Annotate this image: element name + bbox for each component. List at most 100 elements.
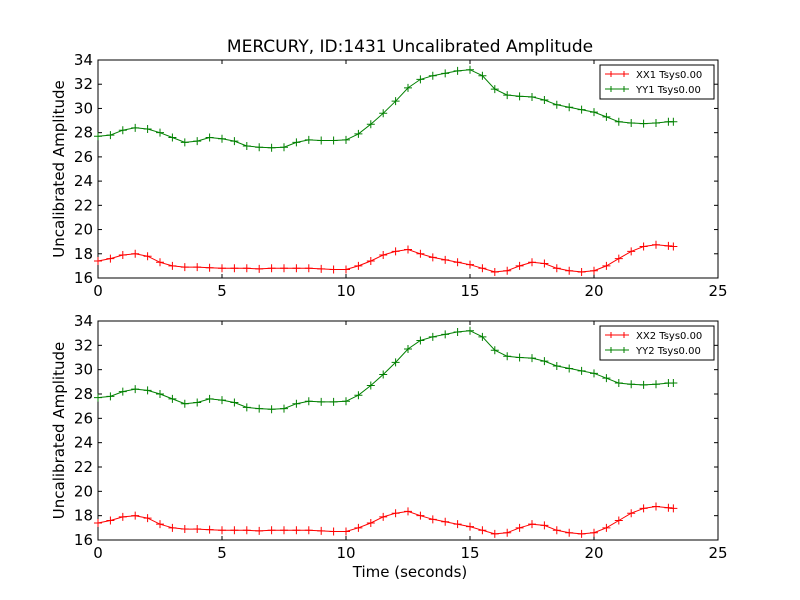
data-point — [639, 504, 648, 513]
data-point — [528, 354, 536, 363]
data-point — [156, 390, 164, 398]
data-point — [669, 242, 678, 251]
data-point — [118, 387, 127, 396]
data-point — [156, 520, 164, 529]
data-point — [106, 516, 115, 525]
data-point — [193, 137, 202, 146]
data-point — [280, 404, 288, 413]
data-point — [118, 250, 127, 259]
data-point — [304, 397, 313, 406]
y-tick-label: 16 — [74, 269, 93, 287]
data-point — [441, 69, 450, 78]
data-point — [540, 95, 549, 104]
data-point — [205, 133, 214, 142]
data-point — [453, 258, 462, 267]
data-point — [280, 526, 288, 535]
x-tick-label: 5 — [217, 282, 227, 300]
data-point — [193, 398, 202, 407]
legend-marker — [608, 71, 627, 77]
data-point — [193, 263, 202, 272]
data-point — [565, 528, 574, 537]
y-tick-label: 32 — [74, 336, 93, 354]
data-point — [156, 258, 164, 267]
data-point — [490, 85, 499, 94]
data-point — [218, 134, 226, 143]
y-tick-label: 30 — [74, 99, 93, 117]
data-point — [180, 263, 189, 272]
data-point — [342, 265, 350, 274]
data-point — [552, 362, 561, 371]
data-point — [94, 518, 102, 527]
data-point — [94, 393, 102, 402]
x-tick-label: 15 — [460, 544, 479, 562]
data-point — [379, 109, 388, 118]
data-point — [503, 266, 512, 275]
data-point — [168, 133, 177, 142]
data-point — [143, 125, 152, 134]
data-point — [304, 264, 313, 273]
data-point — [329, 527, 338, 536]
data-point — [590, 528, 598, 537]
data-point — [143, 514, 152, 523]
data-point — [416, 249, 425, 258]
data-point — [565, 364, 574, 373]
data-point — [143, 252, 152, 261]
y-tick-label: 18 — [74, 245, 93, 263]
data-point — [366, 518, 375, 527]
legend-label: YY1 Tsys0.00 — [635, 85, 701, 96]
data-point — [528, 258, 536, 267]
legend: XX2 Tsys0.00 YY2 Tsys0.00 — [599, 325, 715, 361]
data-point — [515, 92, 524, 101]
data-point — [453, 520, 462, 529]
data-point — [391, 247, 400, 256]
data-point — [478, 526, 487, 535]
data-point — [416, 336, 425, 345]
data-point — [118, 512, 127, 521]
data-point — [490, 346, 499, 355]
data-point — [639, 242, 648, 251]
data-point — [329, 136, 338, 145]
data-point — [441, 517, 450, 526]
y-tick-label: 24 — [74, 172, 93, 190]
data-point — [118, 126, 127, 135]
data-point — [515, 261, 524, 270]
data-point — [453, 327, 462, 336]
data-point — [614, 254, 623, 263]
data-point — [614, 516, 623, 525]
data-point — [552, 100, 561, 109]
data-point — [292, 526, 301, 535]
y-tick-label: 22 — [74, 458, 93, 476]
data-point — [466, 65, 474, 74]
data-point — [131, 249, 140, 258]
data-point — [255, 526, 264, 535]
data-point — [354, 129, 363, 138]
y-tick-label: 28 — [74, 124, 93, 142]
data-point — [180, 399, 189, 408]
x-axis-label: Time (seconds) — [352, 563, 468, 581]
data-point — [540, 357, 549, 366]
data-point — [669, 379, 678, 388]
data-point — [652, 240, 660, 249]
data-point — [292, 138, 301, 147]
data-point — [317, 397, 326, 406]
data-point — [428, 515, 437, 524]
data-point — [652, 502, 660, 511]
data-point — [639, 119, 648, 128]
data-point — [205, 263, 214, 272]
data-point — [342, 527, 350, 536]
legend: XX1 Tsys0.00 YY1 Tsys0.00 — [599, 64, 715, 100]
data-point — [317, 264, 326, 273]
legend-item: XX1 Tsys0.00 — [605, 70, 702, 81]
data-point — [416, 75, 425, 84]
data-point — [354, 261, 363, 270]
data-point — [366, 120, 375, 129]
y-tick-label: 20 — [74, 482, 93, 500]
data-point — [106, 392, 115, 401]
x-tick-label: 0 — [93, 544, 103, 562]
legend-item: YY1 Tsys0.00 — [605, 85, 701, 96]
data-point — [106, 254, 115, 263]
data-point — [329, 265, 338, 274]
data-point — [478, 332, 487, 341]
data-point — [466, 522, 474, 531]
data-point — [267, 264, 276, 273]
